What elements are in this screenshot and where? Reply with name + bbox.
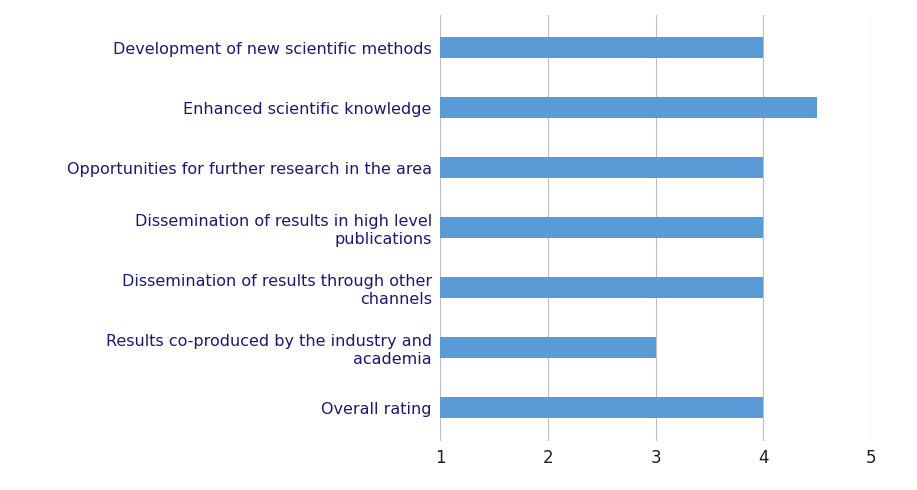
Bar <box>440 97 817 118</box>
Bar <box>440 397 763 418</box>
Bar <box>440 157 763 178</box>
Bar <box>440 277 763 298</box>
Bar <box>440 338 656 359</box>
Bar <box>440 37 763 58</box>
Bar <box>440 218 763 238</box>
